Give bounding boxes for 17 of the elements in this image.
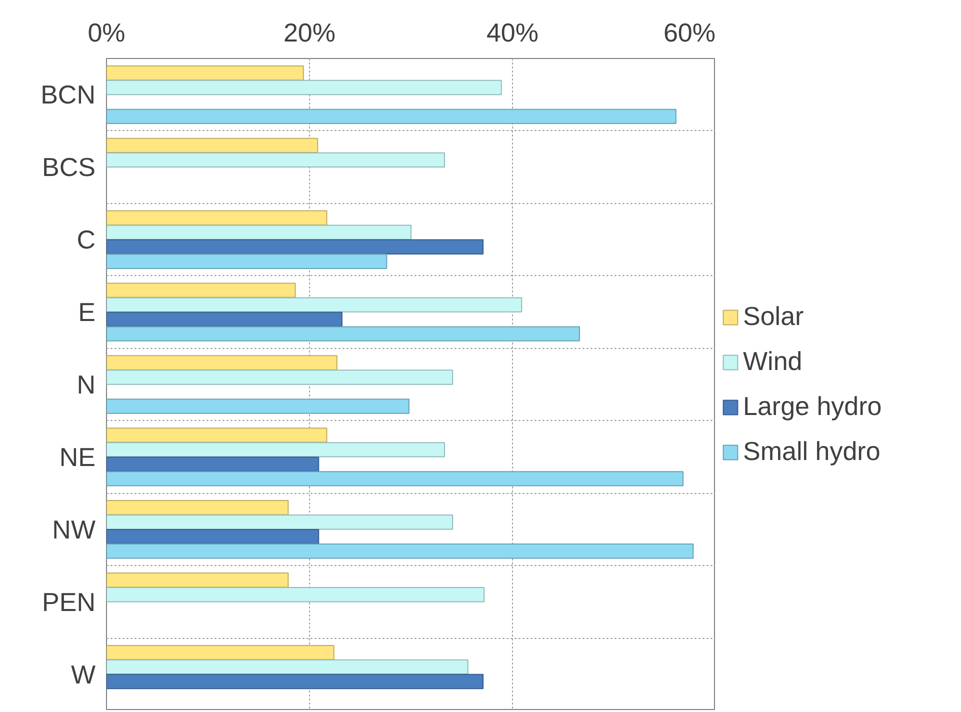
legend-label: Wind [743,346,802,377]
y-tick-label: C [76,224,96,255]
legend-label: Small hydro [743,436,880,467]
y-tick-label: BCN [40,80,96,110]
y-tick-label: NE [59,442,96,472]
y-tick-label: W [70,659,96,690]
x-tick-label: 20% [283,18,336,48]
x-tick-label: 40% [486,18,539,48]
legend-label: Large hydro [743,391,882,422]
y-tick-label: N [76,370,96,400]
y-tick-label: BCS [42,152,96,182]
legend-label: Solar [743,301,804,332]
y-tick-label: E [78,297,96,328]
x-tick-label: 0% [88,18,126,48]
y-tick-label: PEN [42,586,96,617]
y-tick-label: NW [52,514,96,544]
x-tick-label: 60% [663,18,716,48]
